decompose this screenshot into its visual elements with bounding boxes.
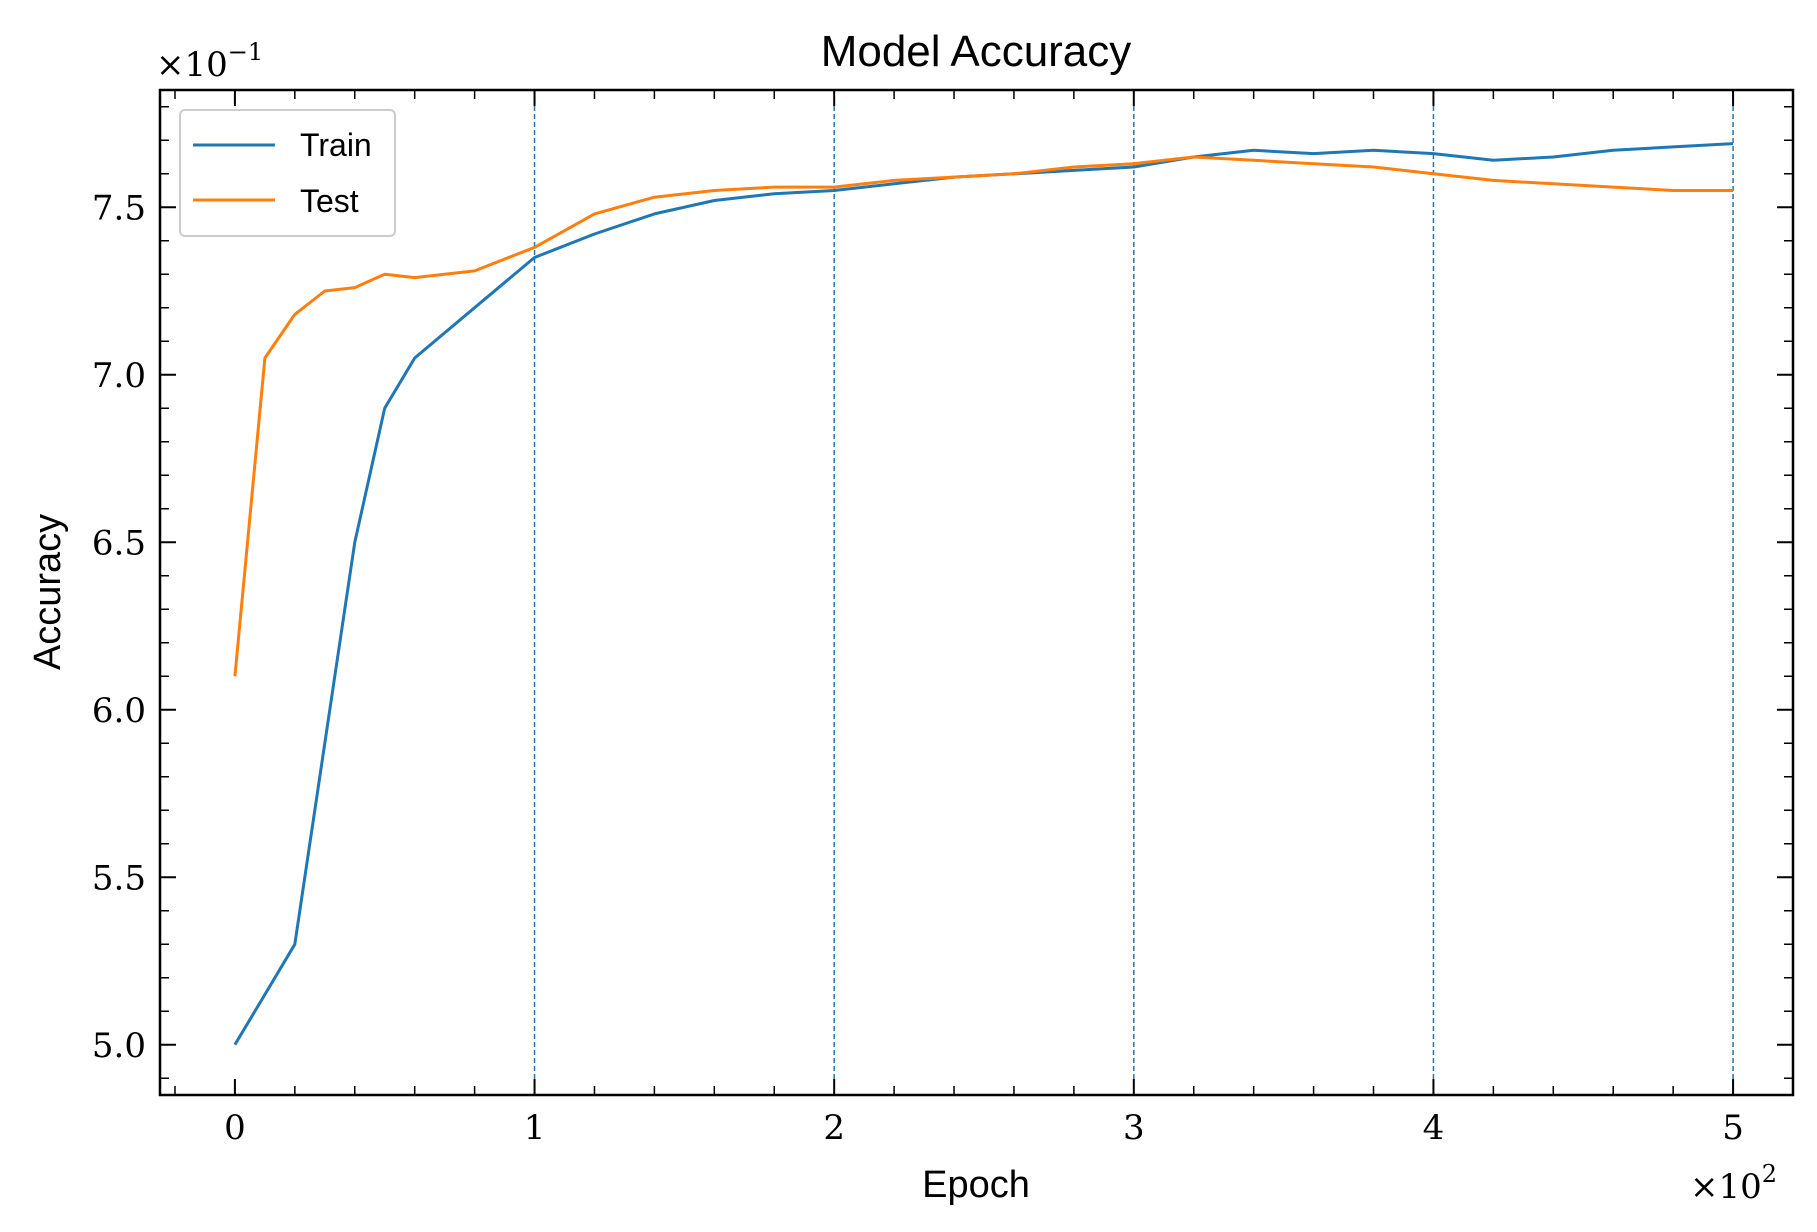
y-axis-label: Accuracy <box>27 514 69 670</box>
y-tick-label: 6.5 <box>92 523 146 563</box>
x-tick-label: 5 <box>1722 1108 1744 1148</box>
series-line-train <box>233 142 1734 1046</box>
y-tick-label: 7.0 <box>92 356 146 396</box>
series-layer <box>233 142 1734 1046</box>
x-multiplier-base: ×10 <box>1690 1167 1762 1207</box>
axis-tick-labels: 0 1 2 3 4 5 5.0 5.5 6.0 6.5 7.0 7.5 <box>92 188 1744 1148</box>
series-line-test <box>233 155 1734 677</box>
y-tick-label: 6.0 <box>92 691 146 731</box>
legend-test-label: Test <box>300 183 359 219</box>
x-multiplier: ×102 <box>1690 1160 1777 1207</box>
x-tick-label: 4 <box>1423 1108 1445 1148</box>
plot-background <box>160 90 1793 1095</box>
y-tick-label: 5.0 <box>92 1026 146 1066</box>
y-multiplier-base: ×10 <box>156 45 228 85</box>
x-tick-label: 3 <box>1123 1108 1145 1148</box>
y-multiplier: ×10−1 <box>156 38 263 85</box>
legend: Train Test <box>179 109 396 237</box>
axis-ticks <box>160 90 1794 1095</box>
x-axis-label: Epoch <box>922 1164 1030 1206</box>
x-tick-label: 1 <box>524 1108 546 1148</box>
chart-title: Model Accuracy <box>821 27 1132 76</box>
x-multiplier-exponent: 2 <box>1762 1160 1777 1188</box>
y-multiplier-exponent: −1 <box>228 38 263 66</box>
plot-frame <box>158 88 1795 1097</box>
y-tick-label: 7.5 <box>92 188 146 228</box>
x-tick-label: 0 <box>224 1108 246 1148</box>
legend-train-label: Train <box>300 127 372 163</box>
legend-box <box>179 109 396 237</box>
y-tick-label: 5.5 <box>92 858 146 898</box>
x-tick-label: 2 <box>823 1108 845 1148</box>
